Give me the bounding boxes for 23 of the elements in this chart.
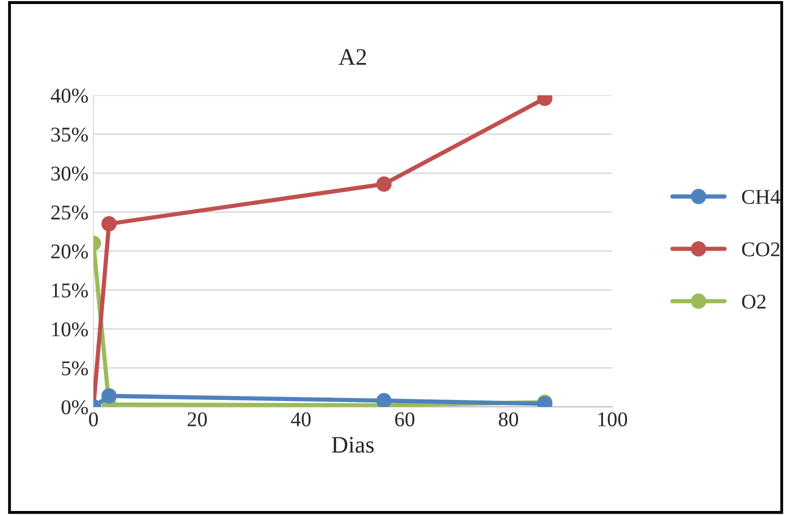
x-tick-label: 60 [395, 412, 414, 426]
y-tick-label: 25% [51, 205, 88, 220]
y-tick-label: 30% [51, 166, 88, 181]
y-tick-label: 20% [51, 244, 88, 259]
legend-label: CH4 [742, 190, 780, 204]
x-tick-label: 100 [598, 412, 628, 426]
point [376, 176, 392, 192]
point [376, 392, 392, 407]
y-tick-label: 10% [52, 322, 88, 336]
x-tick-label: 40 [290, 412, 311, 426]
y-tick-label: 5% [62, 361, 88, 376]
y-tick-label: 0% [62, 400, 88, 414]
x-tick-label: 20 [188, 412, 207, 426]
chart-title: A2 [338, 49, 366, 65]
legend-label: CO2 [742, 242, 780, 256]
legend-label: O2 [742, 294, 766, 309]
point [101, 216, 117, 232]
y-tick-label: 40% [50, 88, 88, 103]
y-tick-label: 35% [51, 128, 88, 142]
y-tick-label: 15% [52, 283, 88, 298]
x-tick-label: 0 [89, 412, 98, 426]
x-tick-label: 80 [498, 412, 518, 426]
x-axis-title: Dias [332, 436, 374, 453]
